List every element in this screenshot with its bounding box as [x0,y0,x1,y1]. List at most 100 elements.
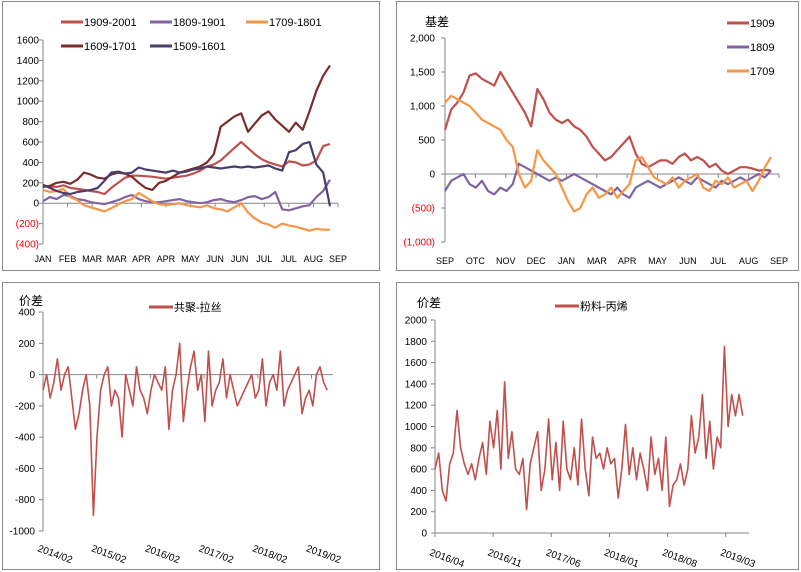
legend-label-1509-1601: 1509-1601 [173,41,226,53]
y-tick-label: 200 [410,507,427,518]
x-tick-label: JUN [679,256,697,266]
y-tick-label: 500 [418,136,435,147]
x-tick-label: MAR [587,256,608,266]
legend-label-1809: 1809 [750,42,774,54]
x-tick-label: 2016/11 [486,547,523,570]
series-line-1809 [444,162,772,199]
y-tick-label: 400 [410,486,427,497]
chart-panel-basis: 2,000 1,500 1,000 500 0 (500) (1,000) SEP OTC NOV… [396,1,799,271]
y-tick-label: 800 [410,443,427,454]
y-tick-label: (400) [16,240,39,251]
y-tick-label: 1600 [405,358,428,369]
y-tick-label: 1600 [17,36,40,47]
y-axis-title: 基差 [425,15,449,29]
y-tick-label: -400 [15,433,35,444]
y-tick-label: 400 [22,158,39,169]
x-tick-label: MAY [181,254,200,264]
x-tick-label: APR [157,254,176,264]
x-tick-label: 2016/02 [143,543,181,566]
y-tick-label: (200) [16,219,39,230]
calendar-spread-chart: 1600 1400 1200 1000 800 600 400 200 0 (200) (400) J… [16,17,347,264]
y-tick-label: 600 [410,465,427,476]
chart-panel-powder-propylene: 2000 1800 1600 1400 1200 1000 800 600 400 200 0 201… [396,282,799,570]
y-tick-label: 2,000 [410,34,435,45]
y-tick-label: 0 [29,370,35,381]
series-line-1509-1601 [42,140,332,207]
x-tick-label: JUN [231,254,249,264]
x-tick-label: JUN [206,254,224,264]
x-tick-label: 2019/02 [304,543,342,566]
x-tick-label: JAN [34,254,51,264]
x-tick-label: OTC [466,256,485,266]
series-line-1909 [443,70,772,176]
x-tick-label: APR [132,254,151,264]
series-line-1709-1801 [42,187,330,232]
y-tick-label: 1000 [17,97,40,108]
y-tick-label: 0 [33,199,39,210]
y-tick-label: -1000 [9,527,35,538]
x-tick-label: 2014/02 [36,543,74,566]
chart-panel-copolymer-drawn: 400 200 0 -200 -400 -600 -800 -1000 2014/02 2015/… [2,282,380,570]
x-tick-label: 2018/02 [251,543,289,566]
x-tick-label: AUG [304,254,324,264]
y-tick-label: 400 [18,308,35,319]
x-tick-label: APR [618,256,637,266]
y-tick-label: 1400 [17,56,40,67]
y-tick-label: (1,000) [403,238,435,249]
powder-propylene-chart: 2000180016001400120010008006004002000201… [405,296,757,570]
legend-label-1809-1901: 1809-1901 [173,17,226,29]
x-tick-label: SEP [329,254,347,264]
y-tick-label: 1000 [405,422,428,433]
legend-label-1709: 1709 [750,66,774,78]
x-tick-label: 2015/02 [90,543,128,566]
y-tick-label: 0 [429,170,435,181]
series-line-共聚-拉丝 [42,342,328,517]
series-line-1809-1901 [42,179,331,212]
x-tick-label: JUL [256,254,272,264]
chart-panel-calendar-spread: 1600 1400 1200 1000 800 600 400 200 0 (200) (400) J… [2,1,380,271]
x-tick-label: FEB [59,254,77,264]
y-tick-label: 200 [22,178,39,189]
x-tick-label: 2017/06 [544,547,582,570]
legend-label-粉料-丙烯: 粉料-丙烯 [580,299,628,313]
series-line-1909-2001 [42,140,331,196]
y-tick-label: 1,000 [410,102,435,113]
x-tick-label: NOV [496,256,516,266]
y-tick-label: (500) [412,204,435,215]
x-tick-label: MAR [82,254,103,264]
legend-label-1709-1801: 1709-1801 [269,17,322,29]
y-tick-label: 1200 [17,76,40,87]
legend-label-1909: 1909 [750,18,774,30]
x-tick-label: MAY [648,256,667,266]
y-tick-label: -600 [15,464,35,475]
x-tick-label: SEP [436,256,454,266]
x-tick-label: JUL [281,254,297,264]
y-tick-label: 2000 [405,316,428,327]
legend-label-1609-1701: 1609-1701 [84,41,137,53]
y-tick-label: -200 [15,401,35,412]
x-tick-label: SEP [770,256,788,266]
y-tick-label: -800 [15,495,35,506]
y-axis-title: 价差 [19,294,43,308]
series-line-1709 [444,94,772,213]
y-axis-title: 价差 [417,296,441,310]
legend-label-1909-2001: 1909-2001 [84,17,137,29]
y-tick-label: 1200 [405,401,428,412]
legend-label-共聚-拉丝: 共聚-拉丝 [174,300,222,314]
x-tick-label: MAR [107,254,128,264]
x-tick-label: DEC [527,256,547,266]
y-tick-label: 1800 [405,337,428,348]
x-tick-label: 2016/04 [428,547,466,570]
x-tick-label: JUL [710,256,726,266]
y-tick-label: 600 [22,138,39,149]
y-tick-label: 1400 [405,379,428,390]
y-tick-label: 1,500 [410,68,435,79]
y-tick-label: 200 [18,339,35,350]
x-tick-label: 2019/03 [719,547,757,570]
x-tick-label: 2018/08 [661,547,699,570]
x-tick-label: 2017/02 [197,543,235,566]
series-line-粉料-丙烯 [434,345,744,511]
y-tick-label: 0 [421,529,427,540]
